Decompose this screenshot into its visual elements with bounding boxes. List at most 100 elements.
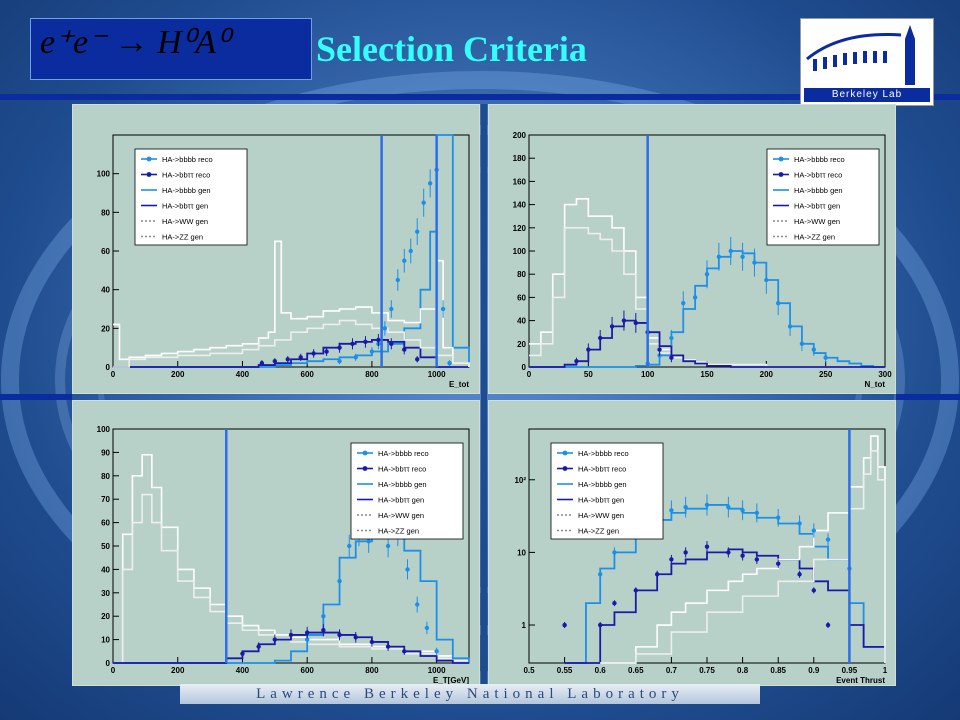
- data-point: [347, 543, 352, 549]
- legend-label: HA->bbbb gen: [578, 480, 627, 489]
- y-tick-label: 50: [101, 542, 110, 551]
- data-point: [337, 632, 342, 638]
- x-tick-label: 200: [171, 370, 185, 379]
- chart-ntot: 0 50 100 150 200 250 300 0 20 40 60 80 100 120 140 160 1…: [513, 131, 893, 389]
- legend-label: HA->bbττ reco: [162, 171, 210, 180]
- series-line: [113, 319, 470, 368]
- data-point: [586, 347, 591, 352]
- legend-marker: [778, 172, 784, 177]
- x-tick-label: 0.65: [628, 666, 644, 675]
- y-tick-label: 100: [513, 247, 527, 256]
- data-point: [621, 318, 627, 323]
- data-point: [654, 572, 660, 577]
- x-tick-label: 0: [527, 370, 532, 379]
- panel-divider: [481, 104, 487, 686]
- data-point: [382, 326, 388, 331]
- data-point: [395, 277, 400, 283]
- series-line: [113, 528, 470, 664]
- data-point: [288, 632, 294, 638]
- y-tick-label: 0: [522, 363, 527, 372]
- x-tick-label: 1000: [428, 370, 446, 379]
- legend-label: HA->bbττ reco: [794, 171, 842, 180]
- x-tick-label: 0.55: [557, 666, 573, 675]
- y-tick-label: 90: [101, 448, 110, 457]
- x-axis-label: E_tot: [449, 380, 469, 389]
- data-point: [811, 588, 816, 593]
- data-point: [574, 359, 579, 364]
- data-point: [754, 557, 760, 562]
- y-tick-label: 0: [106, 363, 111, 372]
- data-point: [408, 248, 413, 254]
- legend-label: HA->bbbb reco: [162, 155, 213, 164]
- x-tick-label: 250: [819, 370, 833, 379]
- chart-panel-ntot: 0 50 100 150 200 250 300 0 20 40 60 80 100 120 140 160 1…: [488, 104, 896, 394]
- y-tick-label: 80: [101, 472, 110, 481]
- data-point: [369, 349, 375, 354]
- data-point: [447, 360, 452, 366]
- legend-label: HA->bbbb gen: [378, 480, 427, 489]
- data-point: [683, 504, 688, 510]
- data-point: [272, 637, 278, 642]
- y-tick-label: 40: [101, 286, 110, 295]
- x-tick-label: 0.5: [523, 666, 535, 675]
- data-point: [324, 349, 329, 354]
- x-tick-label: 0.8: [737, 666, 749, 675]
- y-tick-label: 100: [97, 170, 111, 179]
- data-point: [440, 306, 446, 312]
- y-tick-label: 80: [101, 208, 110, 217]
- y-tick-label: 140: [513, 201, 527, 210]
- data-point: [402, 347, 407, 352]
- data-point: [609, 324, 615, 329]
- y-tick-label: 60: [517, 293, 526, 302]
- y-tick-label: 200: [513, 131, 527, 140]
- series-line: [600, 450, 886, 664]
- legend-marker: [146, 172, 152, 177]
- legend-marker: [362, 450, 368, 456]
- data-point: [787, 324, 793, 329]
- x-tick-label: 0.6: [595, 666, 607, 675]
- data-point: [598, 622, 603, 628]
- x-tick-label: 0.95: [842, 666, 858, 675]
- chart-et: 0 200 400 600 800 1000 0 10 20 30 40 50 60 70 80 90 100 E…: [97, 425, 470, 685]
- series-line: [564, 548, 886, 664]
- data-point: [337, 345, 342, 350]
- data-point: [321, 628, 326, 633]
- data-point: [823, 355, 828, 360]
- data-point: [598, 335, 603, 341]
- legend-label: HA->ZZ gen: [794, 233, 835, 242]
- x-tick-label: 400: [236, 370, 250, 379]
- data-point: [726, 550, 731, 555]
- legend-marker: [146, 156, 152, 162]
- legend-label: HA->bbbb reco: [578, 449, 629, 458]
- x-tick-label: 0.9: [808, 666, 820, 675]
- y-tick-label: 120: [513, 224, 527, 233]
- y-tick-label: 180: [513, 154, 527, 163]
- data-point: [424, 625, 430, 631]
- chart-panel-et: 0 200 400 600 800 1000 0 10 20 30 40 50 60 70 80 90 100 E…: [72, 400, 480, 686]
- chart-etot: 0 200 400 600 800 1000 0 20 40 60 80 100 E_tot HA->bb…: [97, 134, 470, 389]
- data-point: [304, 630, 310, 635]
- x-axis-label: E_T[GeV]: [433, 676, 469, 685]
- x-tick-label: 600: [301, 370, 315, 379]
- data-point: [752, 260, 757, 265]
- footer-lab-name: Lawrence Berkeley National Laboratory: [180, 684, 760, 704]
- data-point: [389, 306, 394, 312]
- data-point: [683, 550, 688, 555]
- x-tick-label: 400: [236, 666, 250, 675]
- data-point: [764, 277, 769, 283]
- data-point: [321, 614, 326, 619]
- mid-rule: [0, 394, 72, 400]
- legend-label: HA->bbττ gen: [578, 496, 624, 505]
- data-point: [740, 254, 745, 259]
- legend-marker: [562, 450, 568, 456]
- legend-box: [550, 442, 664, 540]
- data-point: [740, 553, 745, 558]
- data-point: [562, 622, 567, 628]
- y-tick-label: 80: [517, 270, 526, 279]
- legend-box: [134, 148, 248, 246]
- y-tick-label: 70: [101, 495, 110, 504]
- x-tick-label: 600: [301, 666, 315, 675]
- series-line: [600, 435, 886, 664]
- y-tick-label: 40: [517, 317, 526, 326]
- x-tick-label: 0: [111, 370, 116, 379]
